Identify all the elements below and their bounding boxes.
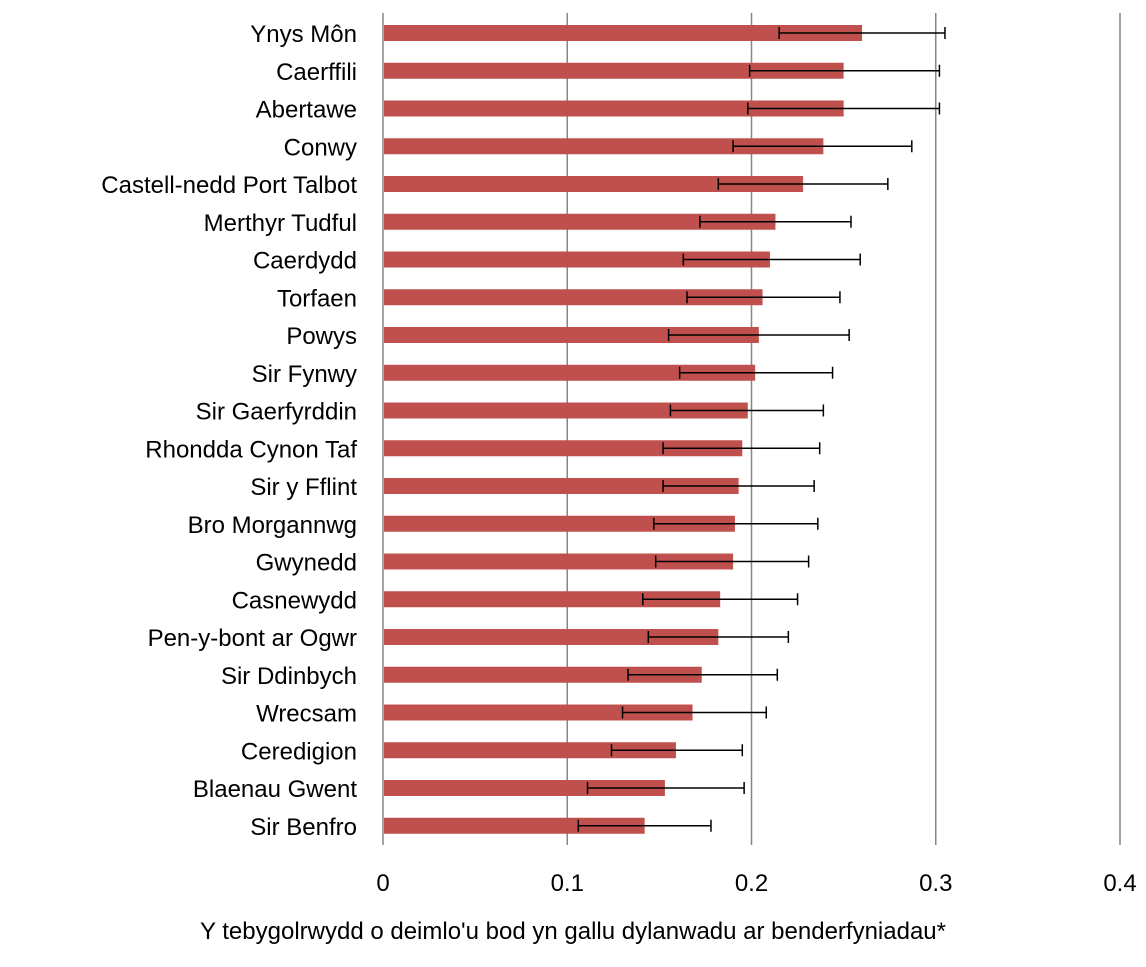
category-label: Powys bbox=[286, 323, 357, 350]
category-label: Blaenau Gwent bbox=[193, 776, 357, 803]
category-label: Castell-nedd Port Talbot bbox=[101, 172, 357, 199]
category-label: Sir Ddinbych bbox=[221, 663, 357, 690]
bar bbox=[384, 591, 721, 608]
category-label: Bro Morgannwg bbox=[188, 512, 357, 539]
category-label: Torfaen bbox=[277, 285, 357, 312]
bar bbox=[384, 100, 844, 117]
bar bbox=[384, 629, 719, 645]
bar bbox=[384, 62, 844, 79]
category-label: Pen-y-bont ar Ogwr bbox=[148, 625, 357, 652]
x-tick-label: 0.1 bbox=[551, 870, 584, 897]
bar bbox=[384, 817, 645, 834]
category-label: Sir y Fflint bbox=[250, 474, 357, 501]
category-label: Caerdydd bbox=[253, 248, 357, 275]
bar bbox=[384, 478, 739, 494]
bar bbox=[384, 402, 748, 419]
x-axis-label: Y tebygolrwydd o deimlo'u bod yn gallu d… bbox=[200, 918, 946, 945]
category-label: Casnewydd bbox=[232, 587, 357, 614]
category-label: Caerffili bbox=[276, 59, 357, 86]
category-label: Rhondda Cynon Taf bbox=[145, 436, 357, 463]
category-label: Wrecsam bbox=[256, 701, 357, 728]
bar bbox=[384, 666, 702, 683]
bar bbox=[384, 553, 734, 570]
bar bbox=[384, 440, 743, 457]
x-tick-label: 0.4 bbox=[1103, 870, 1136, 897]
x-tick-label: 0.3 bbox=[919, 870, 952, 897]
bar bbox=[384, 176, 804, 192]
category-label: Sir Gaerfyrddin bbox=[196, 399, 357, 426]
bar bbox=[384, 25, 863, 41]
bar bbox=[384, 704, 693, 721]
category-label: Sir Benfro bbox=[250, 814, 357, 841]
bar bbox=[384, 213, 776, 230]
bar bbox=[384, 364, 756, 381]
bar bbox=[384, 327, 759, 343]
category-label: Gwynedd bbox=[256, 550, 357, 577]
bar bbox=[384, 289, 763, 306]
category-label: Conwy bbox=[284, 134, 357, 161]
category-label: Abertawe bbox=[256, 97, 357, 124]
category-label: Ynys Môn bbox=[250, 21, 357, 48]
bar bbox=[384, 251, 770, 268]
bar bbox=[384, 742, 676, 759]
bar bbox=[384, 780, 665, 796]
category-label: Merthyr Tudful bbox=[204, 210, 357, 237]
x-tick-label: 0 bbox=[376, 870, 389, 897]
bar bbox=[384, 515, 735, 532]
x-tick-label: 0.2 bbox=[735, 870, 768, 897]
category-label: Ceredigion bbox=[241, 738, 357, 765]
bar bbox=[384, 138, 824, 155]
category-label: Sir Fynwy bbox=[252, 361, 357, 388]
